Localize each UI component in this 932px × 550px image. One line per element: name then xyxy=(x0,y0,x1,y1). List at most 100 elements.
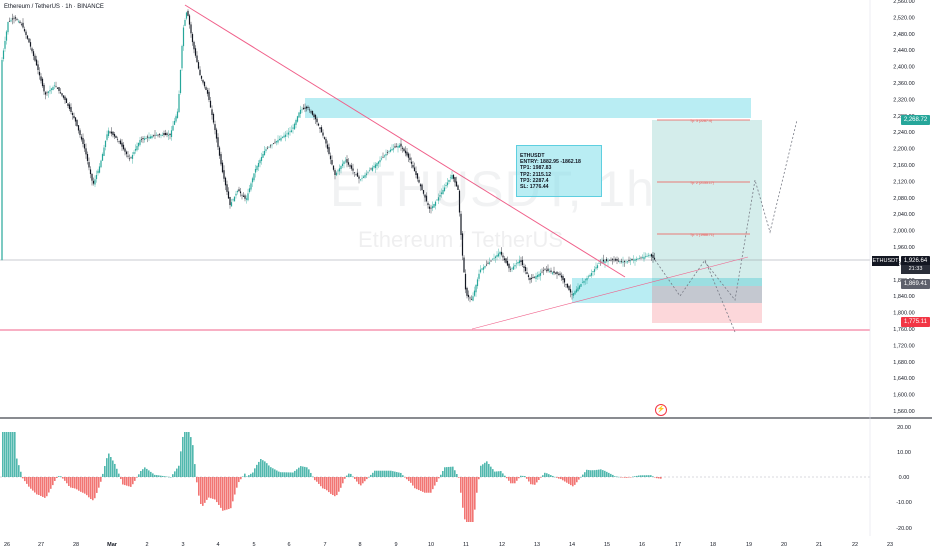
candle-body xyxy=(448,180,450,182)
bearish-projection[interactable] xyxy=(654,259,736,333)
histogram-bar xyxy=(608,472,610,477)
candle-body xyxy=(376,163,378,167)
candle-body xyxy=(496,255,498,257)
histogram-bar xyxy=(178,465,180,477)
histogram-bar xyxy=(390,470,392,477)
candle-body xyxy=(343,161,345,165)
candle-body xyxy=(439,195,441,197)
histogram-bar xyxy=(114,463,116,477)
candle-body xyxy=(487,262,489,264)
supply-zone[interactable] xyxy=(305,98,751,118)
candle-body xyxy=(299,109,302,114)
osc-tick-label: -10.00 xyxy=(896,500,912,506)
candle-body xyxy=(143,138,146,140)
candle-body xyxy=(106,134,108,140)
histogram-bar xyxy=(88,477,90,498)
candle-body xyxy=(383,155,386,157)
candle-body xyxy=(430,207,432,209)
histogram-bar xyxy=(408,477,410,482)
histogram-bar xyxy=(616,476,618,478)
candle-body xyxy=(125,151,128,155)
histogram-bar xyxy=(586,469,588,477)
candle-body xyxy=(245,198,248,200)
histogram-bar xyxy=(612,474,614,477)
histogram-bar xyxy=(86,477,88,496)
histogram-bar xyxy=(328,477,330,493)
candle-body xyxy=(581,282,584,284)
candle-body xyxy=(221,162,224,173)
candle-body xyxy=(328,147,330,154)
candle-body xyxy=(523,266,525,268)
candle-body xyxy=(547,268,549,271)
event-bolt-icon[interactable]: ⚡ xyxy=(655,404,667,416)
ascending-trendline[interactable] xyxy=(471,256,749,330)
candle-body xyxy=(554,272,557,274)
candle-body xyxy=(446,182,449,186)
histogram-bar xyxy=(402,475,404,477)
histogram-bar xyxy=(658,477,660,479)
candle-body xyxy=(191,34,194,43)
candle-body xyxy=(311,110,314,115)
candle-body xyxy=(280,137,282,141)
histogram-bar xyxy=(164,476,166,477)
descending-trendline[interactable] xyxy=(184,4,626,278)
candle-body xyxy=(515,263,518,265)
candle-body xyxy=(395,146,398,148)
bullish-projection[interactable] xyxy=(704,119,798,301)
candle-body xyxy=(281,136,284,138)
candle-body xyxy=(248,188,251,193)
candle-body xyxy=(464,273,467,290)
loss-zone[interactable] xyxy=(652,286,762,323)
histogram-bar xyxy=(316,477,318,482)
trade-note[interactable]: ETHUSDT ENTRY: 1882.95 -1862.18 TP1: 198… xyxy=(516,145,602,197)
symbol-title[interactable]: Ethereum / TetherUS · 1h · BINANCE xyxy=(4,4,104,10)
candle-body xyxy=(485,264,488,266)
candle-body xyxy=(355,174,357,176)
histogram-bar xyxy=(458,477,460,478)
histogram-bar xyxy=(568,477,570,484)
histogram-bar xyxy=(492,469,494,477)
candle-body xyxy=(545,270,548,272)
histogram-bar xyxy=(340,477,342,488)
entry-price-tag: 1,869.41 xyxy=(901,279,930,289)
histogram-bar xyxy=(342,477,344,484)
candle-body xyxy=(1,60,3,260)
candle-body xyxy=(499,252,501,255)
histogram-bar xyxy=(210,477,212,499)
histogram-bar xyxy=(190,437,192,477)
histogram-bar xyxy=(122,477,124,485)
candle-body xyxy=(154,134,156,136)
candle-body xyxy=(649,255,651,256)
profit-zone[interactable] xyxy=(652,120,762,286)
entry-zone[interactable] xyxy=(572,278,762,303)
candle-body xyxy=(131,155,134,159)
candle-body xyxy=(473,290,476,296)
histogram-bar xyxy=(322,477,324,489)
histogram-bar xyxy=(142,469,144,477)
histogram-bar xyxy=(438,477,440,479)
candle-body xyxy=(350,165,353,169)
candle-body xyxy=(583,281,585,283)
time-tick-label: 15 xyxy=(604,542,610,548)
histogram-bar xyxy=(502,473,504,477)
candle-body xyxy=(73,115,75,118)
candle-body xyxy=(596,265,599,268)
candle-body xyxy=(103,147,105,156)
candle-body xyxy=(13,17,15,19)
candle-body xyxy=(611,259,614,261)
candle-body xyxy=(184,20,186,26)
candle-body xyxy=(290,130,293,133)
time-axis[interactable]: 26 27 28 Mar 2 3 4 5 6 7 8 9 10 11 12 13 14 15 16 17 18 19 20 2… xyxy=(4,542,893,548)
histogram-bar xyxy=(310,472,312,477)
histogram-bar xyxy=(450,466,452,477)
candle-body xyxy=(466,287,468,296)
candle-body xyxy=(562,275,564,280)
candle-body xyxy=(121,142,123,147)
candle-body xyxy=(257,163,260,167)
oscillator-axis[interactable]: 20.00 10.00 0.00 -10.00 -20.00 xyxy=(896,425,912,532)
candle-body xyxy=(223,170,225,179)
histogram-bar xyxy=(240,477,242,480)
price-axis[interactable]: 2,560.00 2,520.00 2,480.00 2,440.00 2,400.00… xyxy=(893,0,914,415)
candle-body xyxy=(113,134,116,137)
